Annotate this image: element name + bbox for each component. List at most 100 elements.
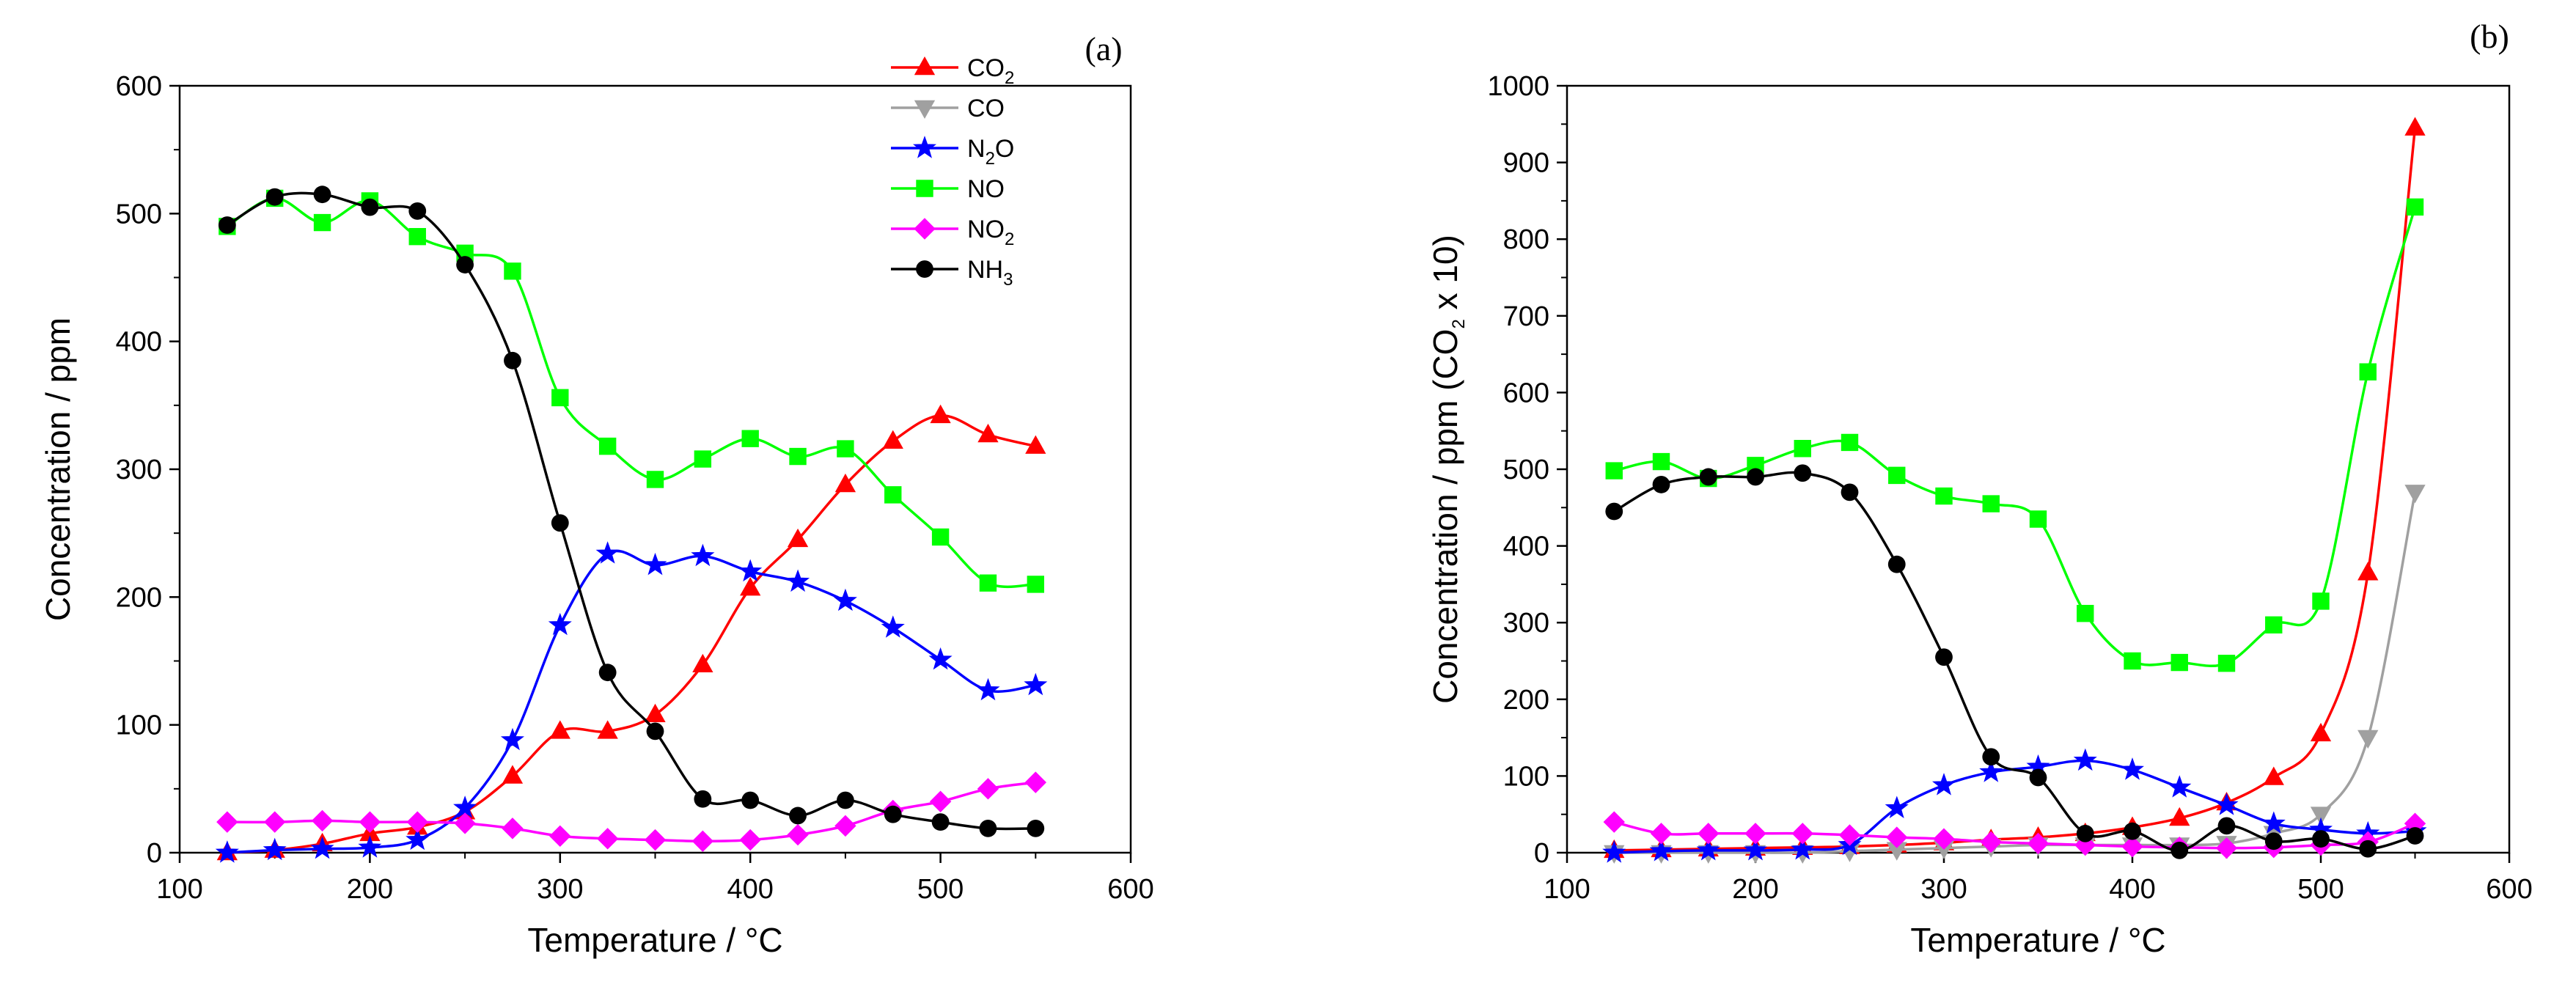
data-point-co2 [2263, 766, 2284, 785]
data-point-no2 [691, 830, 714, 853]
series-co2 [216, 404, 1046, 861]
legend-label-co2: CO2 [967, 54, 1014, 88]
label-main: NO [967, 175, 1005, 203]
data-point-no2 [549, 825, 571, 848]
x-tick-label: 600 [2486, 874, 2532, 905]
data-point-n2o [928, 647, 953, 670]
data-point-nh3 [551, 514, 569, 532]
x-tick-label: 200 [347, 874, 393, 905]
data-point-nh3 [1027, 819, 1045, 837]
data-point-no [1652, 452, 1670, 471]
data-point-n2o [215, 840, 239, 863]
data-point-nh3 [2170, 841, 2189, 859]
data-point-nh3 [218, 216, 236, 234]
data-point-no [1027, 576, 1044, 593]
series-line-nh3 [1613, 471, 2416, 852]
data-point-nh3 [1841, 483, 1859, 501]
label-main: NH [967, 256, 1003, 284]
data-point-no2 [644, 828, 667, 851]
data-point-no [979, 574, 997, 592]
data-point-no [598, 437, 617, 455]
data-point-no2 [311, 809, 334, 832]
data-point-no2 [929, 790, 952, 812]
data-point-n2o [976, 677, 1000, 701]
data-point-no [1982, 495, 2000, 512]
data-point-no2 [2027, 832, 2050, 855]
data-point-nh3 [504, 351, 521, 370]
legend-label-co: CO [967, 95, 1005, 122]
data-point-no [1794, 440, 1811, 458]
data-point-n2o [643, 552, 667, 576]
data-point-no [504, 262, 521, 280]
legend-marker-nh3 [916, 260, 933, 278]
y-tick-label: 300 [116, 455, 162, 485]
legend-marker-co [914, 100, 936, 120]
data-point-n2o [1979, 760, 2003, 782]
y-tick-label: 200 [116, 582, 162, 613]
data-point-nh3 [2029, 768, 2047, 787]
data-point-nh3 [2217, 817, 2236, 835]
y-tick-label: 600 [116, 71, 162, 102]
data-point-co2 [502, 765, 524, 784]
data-point-no2 [1886, 826, 1908, 848]
data-point-nh3 [741, 791, 760, 809]
data-point-n2o [691, 543, 715, 567]
data-point-no [741, 430, 759, 447]
data-point-nh3 [1935, 648, 1953, 666]
data-point-nh3 [408, 202, 427, 220]
label-subscript: 2 [986, 149, 995, 169]
data-point-n2o [1885, 796, 1909, 819]
data-point-no [789, 447, 807, 466]
data-point-co [2404, 485, 2426, 504]
data-point-nh3 [1747, 468, 1764, 486]
data-point-n2o [2121, 757, 2144, 780]
data-point-co2 [2404, 117, 2426, 136]
data-point-co2 [834, 473, 856, 493]
data-point-n2o [881, 615, 905, 638]
data-point-nh3 [1794, 464, 1812, 482]
legend-marker-no [916, 180, 933, 197]
data-point-no2 [2215, 837, 2238, 859]
series-line-nh3 [226, 191, 1036, 831]
series-co [1604, 485, 2426, 864]
x-tick-label: 600 [1107, 874, 1153, 905]
x-tick-label: 500 [917, 874, 964, 905]
data-point-no [2312, 592, 2330, 610]
data-point-nh3 [2124, 822, 2141, 840]
label-main: CO [967, 54, 1005, 82]
legend-label-n2o: N2O [967, 135, 1014, 169]
y-axis-title: Concentration / ppm [39, 317, 77, 621]
x-tick-label: 400 [2109, 874, 2155, 905]
legend-marker-n2o [912, 136, 937, 158]
y-tick-label: 100 [116, 710, 162, 741]
data-point-n2o [263, 837, 287, 861]
series-line-no [226, 196, 1036, 589]
data-point-no2 [2121, 835, 2143, 858]
data-point-no2 [1024, 771, 1047, 793]
data-point-no2 [1933, 828, 1955, 850]
label-subscript: 2 [1005, 229, 1014, 249]
data-point-co2 [2169, 807, 2190, 826]
data-point-n2o [738, 559, 763, 582]
y-tick-label: 600 [1503, 378, 1549, 408]
data-point-no2 [454, 812, 476, 834]
data-point-n2o [406, 827, 430, 850]
y-axis-title: Concentration / ppm (CO2 x 10) [1426, 235, 1469, 704]
data-point-co2 [2357, 562, 2379, 581]
y-tick-label: 400 [116, 327, 162, 358]
data-point-nh3 [361, 198, 379, 216]
data-point-nh3 [2406, 827, 2424, 845]
y-tick-label: 200 [1503, 685, 1549, 716]
series-no [1605, 198, 2424, 672]
series-co2 [1604, 117, 2426, 859]
chart-panel-a: 100 200 300 400 500 600 0 100 200 300 400 500 600 Tem… [39, 30, 1154, 959]
data-point-co2 [2310, 722, 2332, 742]
series-no [219, 189, 1044, 593]
legend-label-no: NO [967, 175, 1005, 203]
data-point-no2 [1980, 831, 2002, 853]
data-point-nh3 [265, 188, 284, 206]
x-axis-title: Temperature / °C [1910, 921, 2165, 959]
data-point-nh3 [979, 819, 997, 837]
data-point-co2 [977, 423, 999, 443]
label-main: NO [967, 216, 1005, 243]
